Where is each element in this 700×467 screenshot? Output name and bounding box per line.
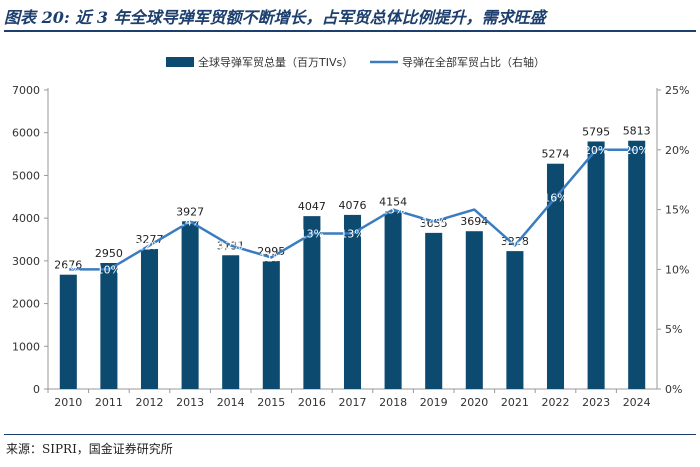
- right-tick-label: 20%: [665, 144, 689, 157]
- x-tick-label: 2010: [54, 396, 82, 409]
- share-line: [68, 148, 637, 271]
- bar-value-label: 4047: [298, 200, 326, 213]
- missile-trade-chart: 全球导弹军贸总量（百万TIVs） 导弹在全部军贸占比（右轴） 0 1000 2000…: [12, 55, 689, 409]
- x-tick-label: 2024: [623, 396, 651, 409]
- percent-label: 14%: [178, 216, 202, 229]
- x-tick-label: 2021: [501, 396, 529, 409]
- line-series: [68, 148, 637, 271]
- percent-label: 20%: [624, 144, 648, 157]
- percent-label: 12%: [503, 239, 527, 252]
- percent-label: 12%: [137, 239, 161, 252]
- bar: [303, 216, 321, 389]
- x-tick-label: 2022: [542, 396, 570, 409]
- bar-value-label: 5795: [582, 125, 610, 138]
- figure-title-bar: 图表 20: 近 3 年全球导弹军贸额不断增长，占军贸总体比例提升，需求旺盛: [4, 4, 696, 30]
- percent-label: 16%: [543, 192, 567, 205]
- bar: [140, 249, 159, 389]
- x-tick-label: 2012: [136, 396, 164, 409]
- bar: [384, 211, 402, 389]
- right-tick-label: 5%: [665, 323, 682, 336]
- right-tick-label: 25%: [665, 84, 689, 97]
- figure-title: 图表 20: 近 3 年全球导弹军贸额不断增长，占军贸总体比例提升，需求旺盛: [4, 8, 546, 27]
- percent-label: 11%: [259, 251, 283, 264]
- bar-value-label: 5813: [623, 125, 651, 138]
- bar: [343, 214, 362, 389]
- percent-labels: 10% 10% 12% 14% 12% 11% 13% 13% 15% 14% 12% 16% 20% 2…: [56, 144, 649, 277]
- bar: [181, 221, 199, 389]
- percent-label: 12%: [218, 239, 242, 252]
- chart-legend: 全球导弹军贸总量（百万TIVs） 导弹在全部军贸占比（右轴）: [166, 55, 545, 69]
- right-tick-label: 15%: [665, 204, 689, 217]
- percent-label: 15%: [381, 204, 405, 217]
- x-tick-label: 2017: [339, 396, 367, 409]
- x-tick-label: 2013: [176, 396, 204, 409]
- percent-label: 10%: [56, 263, 80, 276]
- percent-label: 20%: [584, 144, 608, 157]
- bar: [222, 255, 240, 389]
- bar-value-label: 3927: [176, 205, 204, 218]
- x-tick-label: 2020: [460, 396, 488, 409]
- left-tick-label: 0: [33, 383, 40, 396]
- bar: [628, 140, 646, 389]
- x-tick-label: 2014: [217, 396, 245, 409]
- source-rule: [4, 434, 696, 435]
- title-rule: [4, 30, 696, 32]
- legend-bar-label: 全球导弹军贸总量（百万TIVs）: [198, 55, 353, 69]
- x-tick-label: 2015: [257, 396, 285, 409]
- left-tick-label: 7000: [12, 84, 40, 97]
- bar: [546, 163, 565, 389]
- bar: [506, 251, 524, 389]
- left-tick-label: 5000: [12, 169, 40, 182]
- x-tick-label: 2019: [420, 396, 448, 409]
- bar: [262, 261, 280, 389]
- bar: [425, 232, 443, 389]
- bar: [465, 231, 483, 389]
- left-tick-label: 4000: [12, 212, 40, 225]
- bar-value-label: 4154: [379, 196, 407, 209]
- chart-axes: 0 1000 2000 3000 4000 5000 6000 7000 0% 5% 10% 15% 2…: [12, 84, 689, 409]
- right-tick-label: 10%: [665, 263, 689, 276]
- legend-bar-swatch: [166, 57, 194, 67]
- bar-series: [59, 140, 646, 389]
- bar: [59, 274, 77, 389]
- bar-value-label: 4076: [339, 199, 367, 212]
- left-tick-label: 2000: [12, 298, 40, 311]
- right-tick-label: 0%: [665, 383, 682, 396]
- x-tick-label: 2018: [379, 396, 407, 409]
- source-note: 来源：SIPRI，国金证券研究所: [6, 442, 173, 456]
- bar-value-label: 2950: [95, 247, 123, 260]
- percent-label: 13%: [340, 228, 364, 241]
- bar: [100, 262, 118, 389]
- percent-label: 13%: [300, 228, 324, 241]
- legend-line-label: 导弹在全部军贸占比（右轴）: [402, 55, 545, 69]
- left-tick-label: 1000: [12, 340, 40, 353]
- left-tick-label: 3000: [12, 255, 40, 268]
- percent-label: 14%: [421, 216, 445, 229]
- bar-value-label: 3694: [460, 215, 488, 228]
- x-tick-label: 2023: [582, 396, 610, 409]
- bar: [587, 141, 605, 389]
- bar-value-label: 5274: [542, 148, 570, 161]
- percent-label: 10%: [97, 263, 121, 276]
- left-tick-label: 6000: [12, 127, 40, 140]
- x-tick-label: 2016: [298, 396, 326, 409]
- x-tick-label: 2011: [95, 396, 123, 409]
